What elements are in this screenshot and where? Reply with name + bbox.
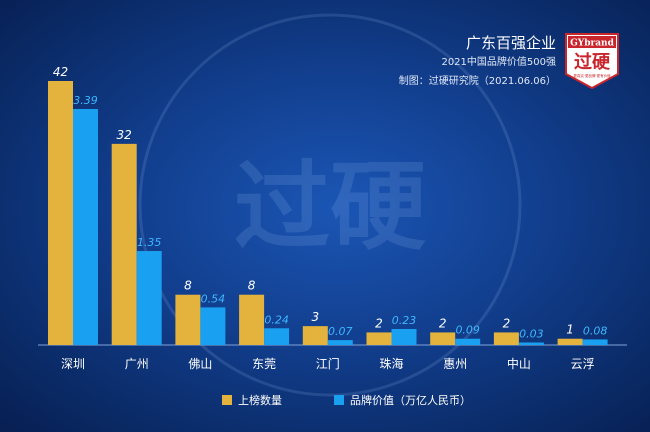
chart-title: 广东百强企业 xyxy=(466,34,556,52)
bar-count-0 xyxy=(48,81,73,345)
watermark: 过硬 xyxy=(138,13,522,397)
data-label-value-7: 0.03 xyxy=(519,328,544,341)
x-tick-label-3: 东莞 xyxy=(252,357,276,371)
bar-value-8 xyxy=(582,339,608,345)
bar-value-7 xyxy=(518,342,544,345)
legend-label-value: 品牌价值（万亿人民币） xyxy=(350,393,471,407)
chart-subtitle: 2021中国品牌价值500强 xyxy=(441,55,556,68)
bar-count-5 xyxy=(366,332,392,345)
data-label-count-8: 1 xyxy=(566,323,574,337)
svg-text:过硬: 过硬 xyxy=(234,151,426,263)
bar-value-4 xyxy=(327,340,353,345)
chart-source: 制图：过硬研究院（2021.06.06） xyxy=(399,74,556,87)
data-label-count-1: 32 xyxy=(117,128,132,142)
data-label-value-2: 0.54 xyxy=(201,292,226,305)
data-label-value-1: 1.35 xyxy=(137,236,162,249)
x-tick-label-7: 中山 xyxy=(507,356,531,371)
x-tick-label-4: 江门 xyxy=(316,356,340,371)
bar-value-2 xyxy=(200,307,226,345)
logo-brand-text: GYbrand xyxy=(570,39,615,49)
logo-tagline: 更真实·更品牌·更有价值 xyxy=(573,73,611,78)
data-label-count-5: 2 xyxy=(375,316,383,330)
brand-logo: GYbrand 过硬 更真实·更品牌·更有价值 xyxy=(565,33,619,90)
data-label-count-3: 8 xyxy=(248,279,256,293)
data-label-value-8: 0.08 xyxy=(583,324,608,337)
legend: 上榜数量 品牌价值（万亿人民币） xyxy=(222,393,471,407)
bar-value-1 xyxy=(136,251,162,345)
data-label-count-6: 2 xyxy=(439,316,447,330)
bar-count-1 xyxy=(111,143,137,345)
bars-group xyxy=(48,81,608,345)
data-label-value-3: 0.24 xyxy=(264,313,289,326)
x-tick-label-8: 云浮 xyxy=(571,357,595,371)
x-tick-label-1: 广州 xyxy=(125,357,149,371)
x-tick-label-2: 佛山 xyxy=(188,357,212,371)
bar-count-4 xyxy=(302,326,328,345)
bar-count-2 xyxy=(175,294,201,345)
data-label-value-4: 0.07 xyxy=(328,325,353,338)
legend-label-count: 上榜数量 xyxy=(238,393,282,407)
bar-value-5 xyxy=(391,328,417,345)
bar-count-6 xyxy=(430,332,456,345)
data-label-count-4: 3 xyxy=(311,310,319,324)
data-label-count-2: 8 xyxy=(184,279,192,293)
category-labels-group: 深圳 广州 佛山 东莞 江门 珠海 惠州 中山 云浮 xyxy=(61,356,595,371)
data-label-count-0: 42 xyxy=(53,65,68,79)
bar-value-0 xyxy=(73,109,98,345)
legend-swatch-value xyxy=(334,395,344,405)
logo-main-text: 过硬 xyxy=(574,51,611,73)
bar-value-6 xyxy=(455,338,481,345)
data-label-value-6: 0.09 xyxy=(455,324,480,337)
bar-count-8 xyxy=(557,338,583,345)
data-label-count-7: 2 xyxy=(503,316,511,330)
x-tick-label-5: 珠海 xyxy=(379,356,403,371)
data-label-value-5: 0.23 xyxy=(392,314,417,327)
bar-value-3 xyxy=(264,328,290,345)
bar-labels-group: 42 3.39 32 1.35 8 0.54 8 0.24 3 0.07 2 0.23 2 0.09 2 0.… xyxy=(53,65,607,341)
legend-swatch-count xyxy=(222,395,232,405)
bar-count-3 xyxy=(239,294,265,345)
x-tick-label-0: 深圳 xyxy=(61,357,85,371)
bar-count-7 xyxy=(493,332,519,345)
data-label-value-0: 3.39 xyxy=(73,94,98,107)
x-tick-label-6: 惠州 xyxy=(443,357,467,371)
